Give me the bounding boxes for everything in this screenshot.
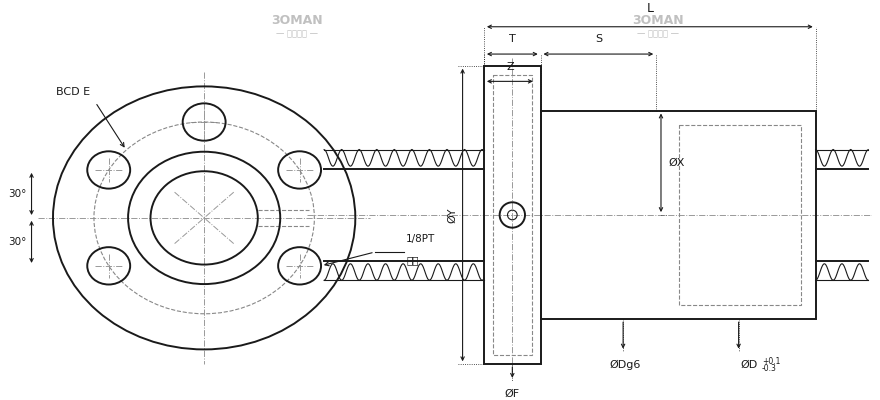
Text: 1/8PT: 1/8PT xyxy=(406,234,436,244)
Bar xyxy=(540,111,816,319)
Text: ØX: ØX xyxy=(669,158,686,168)
Text: 30°: 30° xyxy=(8,237,26,247)
Text: 油孔: 油孔 xyxy=(406,255,419,265)
Text: — 劲霸工业 —: — 劲霸工业 — xyxy=(636,29,678,38)
Text: ØF: ØF xyxy=(505,388,520,398)
Text: L: L xyxy=(646,2,653,15)
Text: S: S xyxy=(595,34,602,44)
Text: ØD: ØD xyxy=(741,359,758,369)
Text: — 劲霸工业 —: — 劲霸工业 — xyxy=(275,29,318,38)
Text: -0.3: -0.3 xyxy=(762,364,777,373)
Text: 3OMAN: 3OMAN xyxy=(632,14,684,28)
Text: 3OMAN: 3OMAN xyxy=(271,14,323,28)
Bar xyxy=(493,74,532,356)
Text: 30°: 30° xyxy=(8,189,26,199)
Text: +0.1: +0.1 xyxy=(762,357,781,366)
Text: ØY: ØY xyxy=(448,207,458,223)
Bar xyxy=(679,125,801,305)
Text: Z: Z xyxy=(506,62,514,72)
Text: T: T xyxy=(509,34,516,44)
Text: ØDg6: ØDg6 xyxy=(609,359,641,370)
Text: BCD E: BCD E xyxy=(56,87,91,97)
